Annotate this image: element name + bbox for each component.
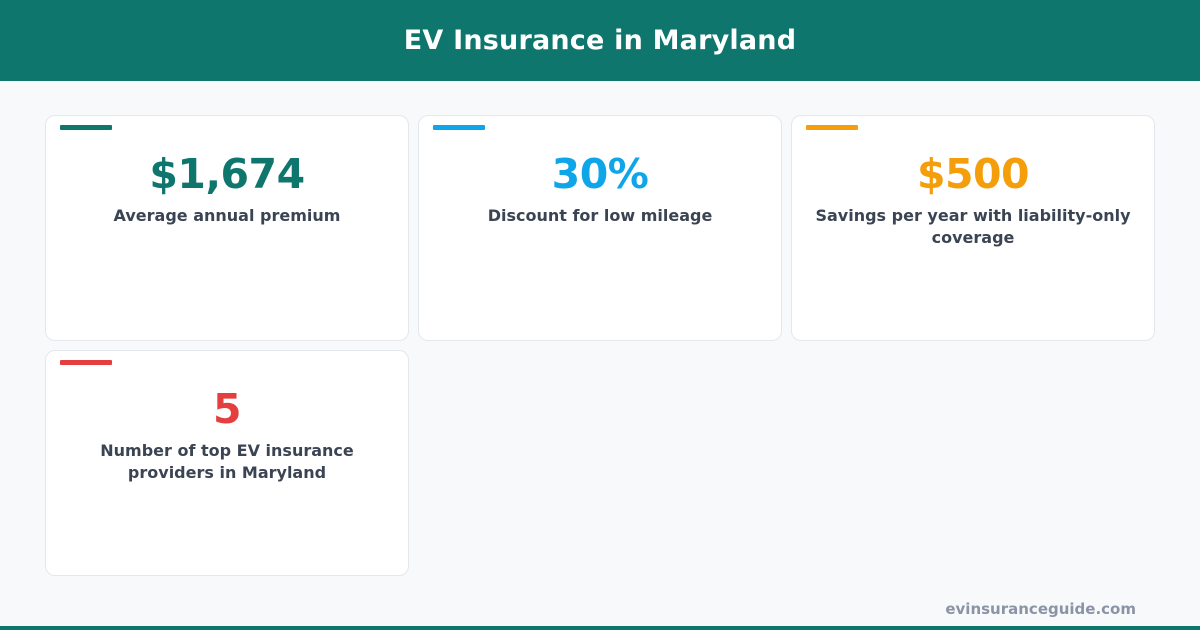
stat-value: $1,674 (149, 150, 305, 198)
bottom-accent-bar (0, 626, 1200, 630)
stat-label: Savings per year with liability-only cov… (815, 206, 1131, 247)
card-accent-bar (806, 125, 858, 130)
stat-label: Number of top EV insurance providers in … (100, 441, 354, 482)
stat-card-average-premium: $1,674 Average annual premium (45, 115, 409, 341)
stat-card-low-mileage-discount: 30% Discount for low mileage (418, 115, 782, 341)
card-accent-bar (60, 125, 112, 130)
stat-value: 5 (212, 385, 242, 433)
stat-card-liability-savings: $500 Savings per year with liability-onl… (791, 115, 1155, 341)
stat-card-top-providers: 5 Number of top EV insurance providers i… (45, 350, 409, 576)
card-accent-bar (433, 125, 485, 130)
page-header: EV Insurance in Maryland (0, 0, 1200, 81)
stat-value: 30% (551, 150, 649, 198)
stat-value: $500 (916, 150, 1030, 198)
stat-label: Discount for low mileage (487, 206, 713, 225)
page-title: EV Insurance in Maryland (403, 25, 797, 56)
card-accent-bar (60, 360, 112, 365)
stat-label: Average annual premium (113, 206, 341, 225)
footer-site-url: evinsuranceguide.com (945, 600, 1136, 618)
